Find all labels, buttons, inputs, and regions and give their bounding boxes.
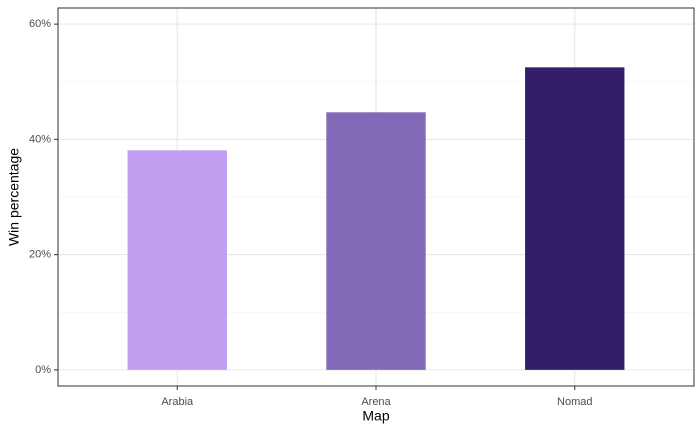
bar: [525, 67, 625, 370]
y-tick-label: 60%: [29, 18, 51, 30]
x-tick-label: Nomad: [557, 396, 592, 408]
y-tick-label: 20%: [29, 249, 51, 261]
y-axis-title: Win percentage: [6, 148, 22, 246]
y-tick-label: 40%: [29, 133, 51, 145]
x-tick-label: Arena: [361, 396, 391, 408]
panel-border: [57, 7, 695, 387]
bar: [127, 150, 227, 370]
y-tick-label: 0%: [35, 364, 51, 376]
x-tick-label: Arabia: [161, 396, 194, 408]
x-axis-title: Map: [362, 408, 389, 424]
bar: [326, 112, 426, 370]
